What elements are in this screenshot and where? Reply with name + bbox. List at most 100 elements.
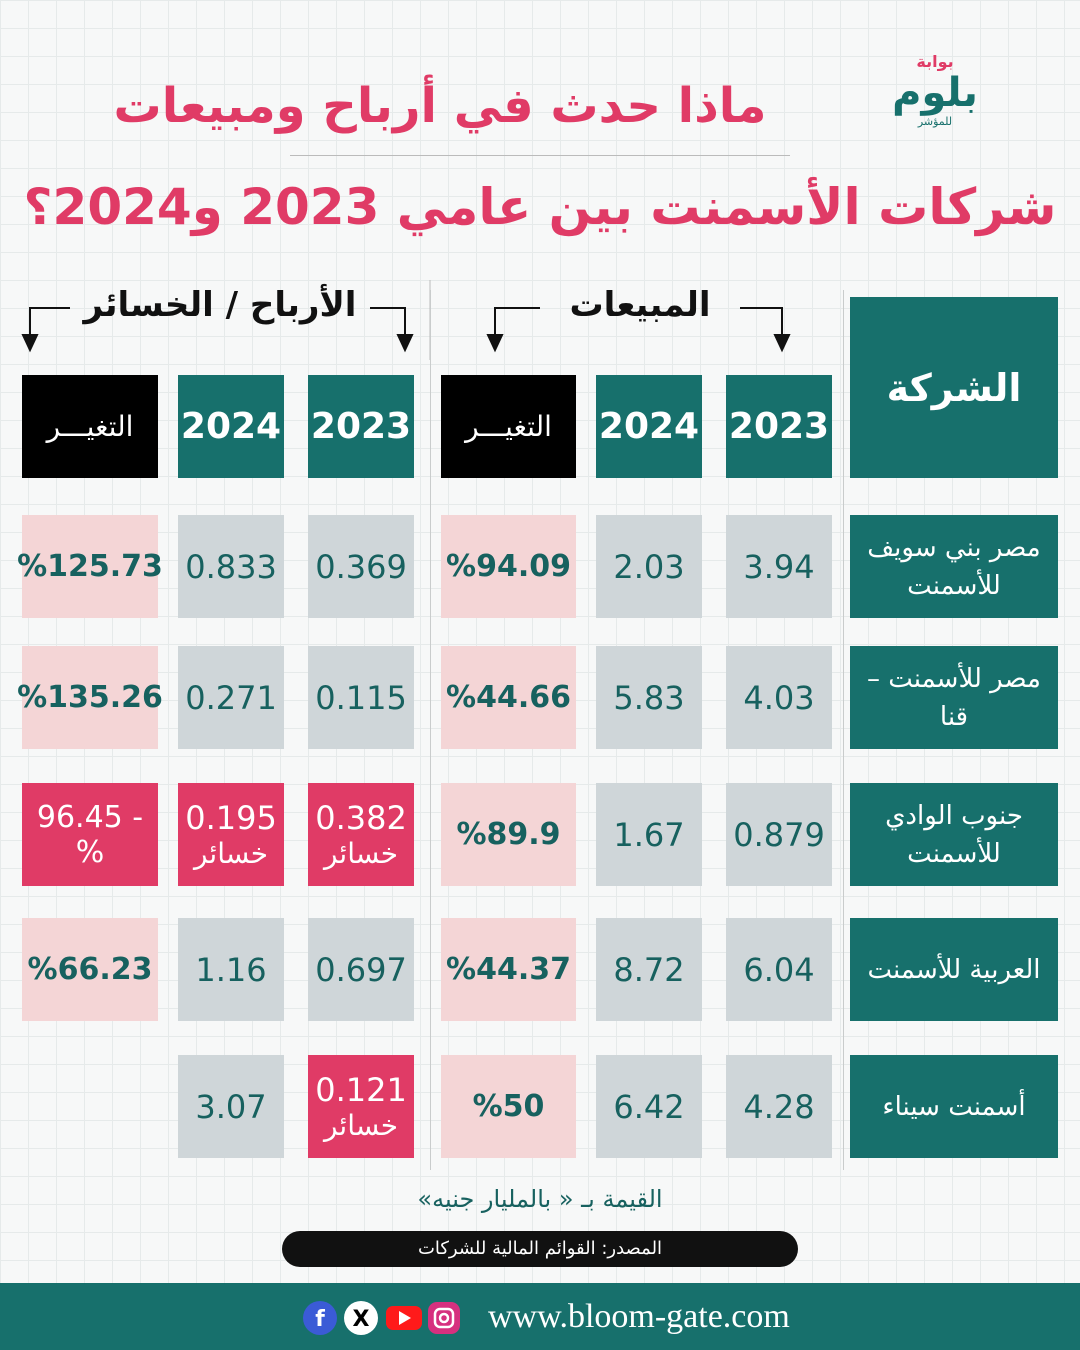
header-cell: التغيـــر (441, 375, 576, 478)
value-cell: 3.07 (178, 1055, 284, 1158)
value-note: خسائر (323, 1109, 399, 1142)
value-text: %94.09 (446, 549, 571, 584)
value-cell: 0.697 (308, 918, 414, 1021)
value-text: 0.195 (185, 799, 277, 837)
column-divider (430, 290, 431, 1170)
company-name: مصر للأسمنت – قنا (867, 663, 1041, 732)
value-text: %50 (472, 1089, 545, 1124)
value-cell: 4.28 (726, 1055, 832, 1158)
value-cell: 0.382 خسائر (308, 783, 414, 886)
title-line1: ماذا حدث في أرباح ومبيعات (113, 78, 767, 134)
value-cell: 1.16 (178, 918, 284, 1021)
value-text: 6.42 (613, 1087, 685, 1126)
value-cell: 5.83 (596, 646, 702, 749)
header-text: التغيـــر (465, 410, 552, 443)
group-profits: الأرباح / الخسائر (83, 285, 357, 325)
svg-text:f: f (315, 1307, 325, 1332)
value-text: 0.879 (733, 815, 825, 854)
company-cell: جنوب الوادي للأسمنت (850, 783, 1058, 886)
company-name: العربية للأسمنت (867, 954, 1041, 985)
value-text: 0.697 (315, 950, 407, 989)
company-name: أسمنت سيناء (882, 1091, 1026, 1122)
logo-tagline: للمؤشر (917, 115, 953, 128)
header-text: 2024 (598, 406, 700, 447)
header-text: الشركة (886, 365, 1022, 410)
value-cell: 1.67 (596, 783, 702, 886)
column-divider (843, 290, 844, 1170)
group-sales: المبيعات (569, 285, 711, 325)
value-cell: 0.833 (178, 515, 284, 618)
value-text: 8.72 (613, 950, 685, 989)
header-cell: 2023 (726, 375, 832, 478)
value-cell: 0.195 خسائر (178, 783, 284, 886)
value-cell: 8.72 (596, 918, 702, 1021)
value-text: 4.03 (743, 678, 815, 717)
value-cell: %66.23 (22, 918, 158, 1021)
value-note: خسائر (323, 837, 399, 870)
svg-text:X: X (353, 1307, 370, 1332)
divider (290, 155, 790, 156)
value-text: %89.9 (456, 817, 561, 852)
header-text: التغيـــر (46, 410, 134, 443)
value-text: 1.16 (195, 950, 267, 989)
title-line2: شركات الأسمنت بين عامي 2023 و2024؟ (23, 178, 1057, 236)
value-text: 0.271 (185, 678, 277, 717)
value-cell: 4.03 (726, 646, 832, 749)
value-text: 0.382 (315, 799, 407, 837)
company-name: مصر بني سويف للأسمنت (867, 532, 1041, 601)
value-text: 2.03 (613, 547, 685, 586)
social-icons: f X (303, 1301, 460, 1335)
header-text: 2023 (728, 406, 830, 447)
value-cell: %89.9 (441, 783, 576, 886)
value-text: %66.23 (27, 952, 153, 987)
value-text: 0.369 (315, 547, 407, 586)
value-cell: 0.271 (178, 646, 284, 749)
value-cell: - 96.45 % (22, 783, 158, 886)
value-text: 5.83 (613, 678, 685, 717)
unit-note: القيمة بـ « بالمليار جنيه» (417, 1185, 663, 1213)
header-cell: 2024 (596, 375, 702, 478)
value-text: 3.94 (743, 547, 815, 586)
value-text: 3.07 (195, 1087, 267, 1126)
value-note: خسائر (193, 837, 269, 870)
footer-bar (0, 1283, 1080, 1350)
value-cell: 0.369 (308, 515, 414, 618)
header-cell: التغيـــر (22, 375, 158, 478)
value-text: 4.28 (743, 1087, 815, 1126)
value-cell: %44.37 (441, 918, 576, 1021)
value-cell: 0.879 (726, 783, 832, 886)
value-text: 6.04 (743, 950, 815, 989)
header-company: الشركة (850, 297, 1058, 478)
value-text: - 96.45 % (36, 799, 144, 870)
header-text: 2023 (310, 406, 412, 447)
value-text: %44.66 (446, 680, 571, 715)
logo-top: بوابة (916, 52, 954, 71)
group-arrows (21, 280, 791, 360)
company-cell: أسمنت سيناء (850, 1055, 1058, 1158)
company-cell: مصر بني سويف للأسمنت (850, 515, 1058, 618)
value-text: %44.37 (446, 952, 571, 987)
header-cell: 2024 (178, 375, 284, 478)
value-text: 1.67 (613, 815, 685, 854)
logo-name: بلوم (892, 70, 978, 116)
value-cell: %44.66 (441, 646, 576, 749)
company-cell: العربية للأسمنت (850, 918, 1058, 1021)
value-cell: 3.94 (726, 515, 832, 618)
value-cell: %125.73 (17, 515, 163, 618)
header-cell: 2023 (308, 375, 414, 478)
value-text: %135.26 (17, 680, 163, 715)
value-text: 0.121 (315, 1071, 407, 1109)
header-text: 2024 (180, 406, 282, 447)
company-cell: مصر للأسمنت – قنا (850, 646, 1058, 749)
value-cell: 0.121 خسائر (308, 1055, 414, 1158)
value-text: 0.833 (185, 547, 277, 586)
value-cell: 6.04 (726, 918, 832, 1021)
logo: بوابة بلوم للمؤشر (870, 52, 1000, 128)
source-note: المصدر: القوائم المالية للشركات (282, 1231, 798, 1267)
value-text: 0.115 (315, 678, 407, 717)
value-cell: %135.26 (17, 646, 163, 749)
value-cell: %50 (441, 1055, 576, 1158)
value-cell: 0.115 (308, 646, 414, 749)
website: www.bloom-gate.com (488, 1298, 790, 1335)
